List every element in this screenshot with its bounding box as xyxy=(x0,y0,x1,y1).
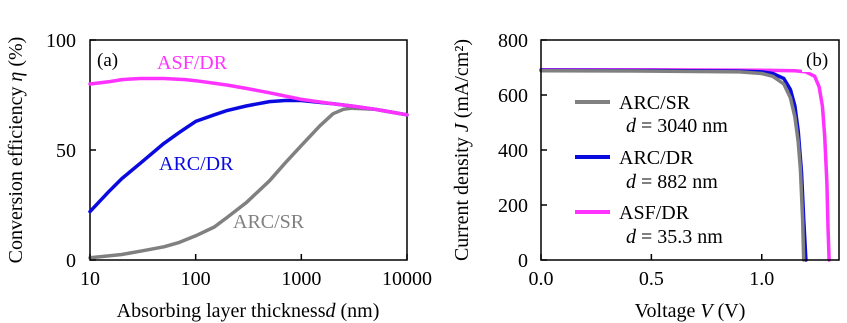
x-tick-label-a-0: 10 xyxy=(80,268,100,290)
y-axis-label-a: Conversion efficiency η (%) xyxy=(5,37,27,264)
y-axis-label-b: Current density J (mA/cm²) xyxy=(451,39,473,261)
ticks-group-b: 0.0 0.5 1.0 0 200 400 600 800 xyxy=(498,30,774,290)
legend-label-asf-dr: ASF/DR xyxy=(619,202,690,224)
annotation-arc-dr: ARC/DR xyxy=(159,153,234,175)
x-tick-label-a-1: 100 xyxy=(181,268,211,290)
panel-label-bg-b xyxy=(802,46,836,72)
series-line-a-arc-dr xyxy=(88,98,409,214)
y-tick-label-a-0: 0 xyxy=(66,250,76,272)
series-line-a-arc-sr xyxy=(88,106,409,260)
x-tick-label-b-0: 0.0 xyxy=(529,268,554,290)
legend-sublabel-arc-dr: d = 882 nm xyxy=(626,171,718,193)
y-tick-label-b-0: 0 xyxy=(518,250,528,272)
ticks-group-a: 10 100 1000 10000 0 50 100 xyxy=(46,30,432,290)
y-tick-label-b-3: 600 xyxy=(498,85,528,107)
y-tick-label-a-2: 100 xyxy=(46,30,76,52)
y-tick-label-b-4: 800 xyxy=(498,30,528,52)
legend-label-arc-sr: ARC/SR xyxy=(619,92,691,114)
chart-panel-a: 10 100 1000 10000 0 50 100 (a) ASF/DR ARC/DR A… xyxy=(5,30,432,322)
x-tick-label-b-2: 1.0 xyxy=(749,268,774,290)
x-axis-label-b: Voltage V (V) xyxy=(635,300,746,322)
y-tick-label-b-2: 400 xyxy=(498,140,528,162)
legend-label-arc-dr: ARC/DR xyxy=(619,147,694,169)
legend-sublabel-arc-sr: d = 3040 nm xyxy=(626,115,728,137)
panel-label-b: (b) xyxy=(806,50,828,71)
legend-sublabel-asf-dr: d = 35.3 nm xyxy=(626,226,723,248)
annotation-asf-dr: ASF/DR xyxy=(157,52,228,74)
series-group-a xyxy=(88,76,409,260)
x-tick-label-b-1: 0.5 xyxy=(639,268,664,290)
chart-panel-b: 0.0 0.5 1.0 0 200 400 600 800 (b) ARC/SR d = 30… xyxy=(451,30,840,322)
series-group-b xyxy=(539,67,831,262)
legend-b: ARC/SR d = 3040 nm ARC/DR d = 882 nm ASF… xyxy=(575,92,728,248)
x-tick-label-a-2: 1000 xyxy=(281,268,321,290)
annotation-arc-sr: ARC/SR xyxy=(233,211,305,233)
series-line-b-arc-sr xyxy=(539,69,806,262)
y-tick-label-a-1: 50 xyxy=(56,140,76,162)
y-tick-label-b-1: 200 xyxy=(498,195,528,217)
series-line-a-asf-dr xyxy=(88,76,409,117)
x-tick-label-a-3: 10000 xyxy=(382,268,432,290)
panel-label-a: (a) xyxy=(97,50,118,71)
x-axis-label-a: Absorbing layer thicknessd (nm) xyxy=(117,300,380,322)
